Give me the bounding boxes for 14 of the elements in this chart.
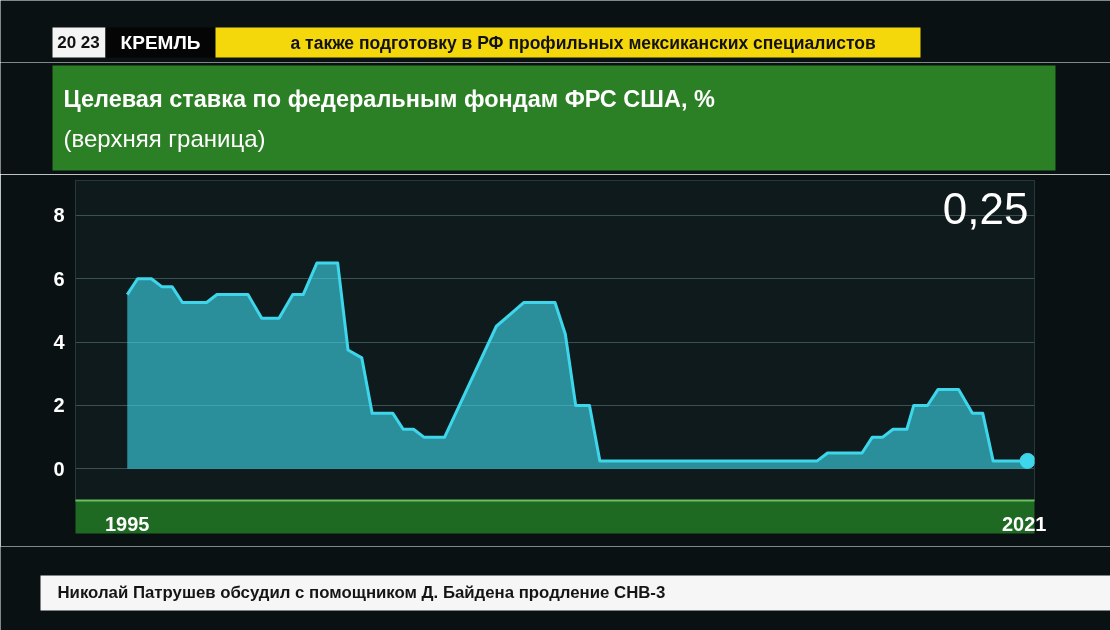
annotation: 0,25 <box>942 183 1029 233</box>
text: Николай Патрушев обсудил с помощником Д. Байдена продление СНВ-3 <box>57 583 666 602</box>
text: а также подготовку в РФ профильных мексиканских специалистов <box>290 32 876 53</box>
y-tick-label: 4 <box>53 331 66 354</box>
x-tick-label: 1995 <box>105 512 150 535</box>
chart-title: Целевая ставка по федеральным фондам ФРС США, % <box>63 85 715 112</box>
y-tick-label: 6 <box>53 267 65 290</box>
text: 20 23 <box>57 33 100 52</box>
y-tick-label: 8 <box>53 204 65 227</box>
y-tick-label: 2 <box>53 394 65 417</box>
chart-subtitle: (верхняя граница) <box>63 125 266 152</box>
y-tick-label: 0 <box>53 457 65 480</box>
text: КРЕМЛЬ <box>120 32 201 53</box>
x-tick-label: 2021 <box>1001 512 1047 535</box>
